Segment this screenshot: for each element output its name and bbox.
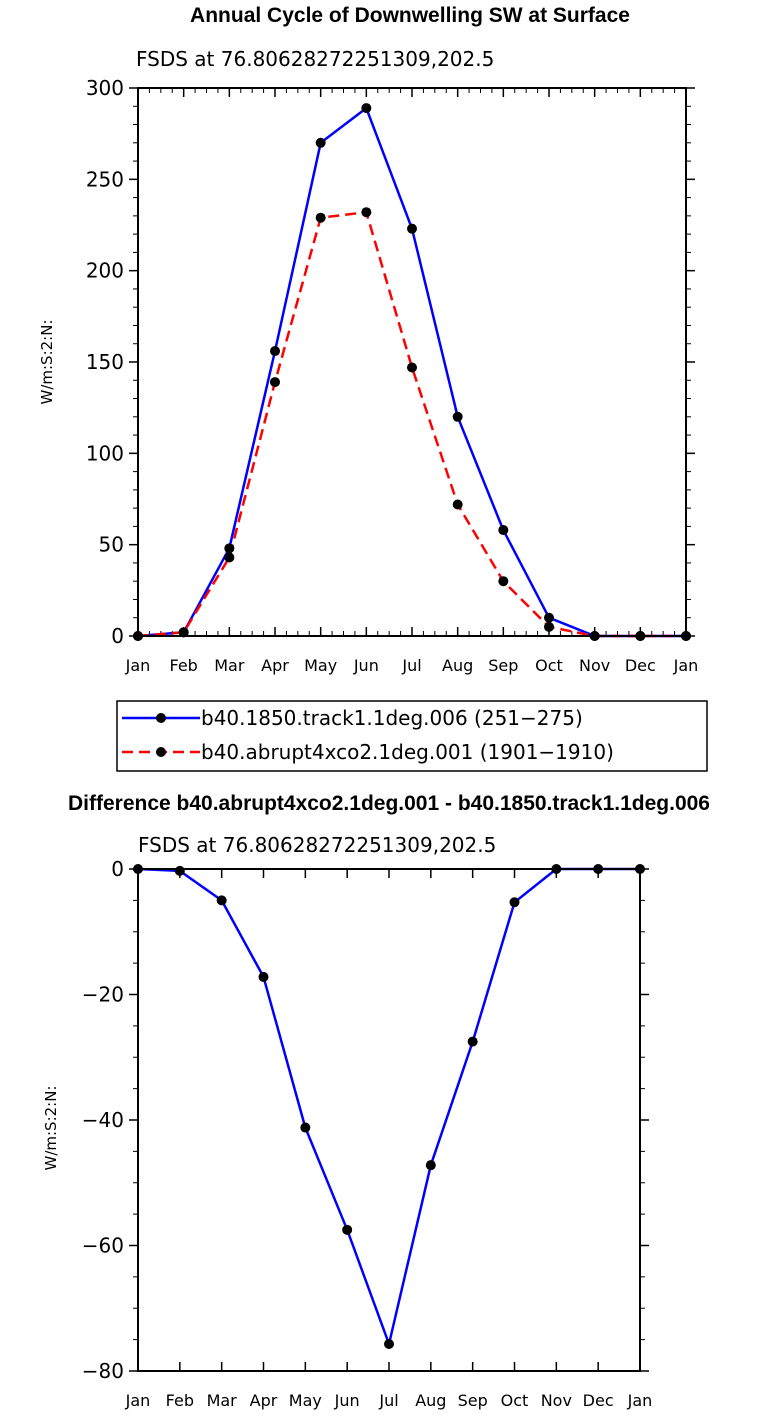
- chart-1-x-tick-label: Jan: [673, 656, 699, 675]
- chart-1-title: Annual Cycle of Downwelling SW at Surfac…: [190, 4, 630, 27]
- chart-2-title: Difference b40.abrupt4xco2.1deg.001 - b4…: [68, 792, 710, 815]
- chart-1-series-2-line: [137, 210, 686, 638]
- chart-1-x-tick-label: Jan: [125, 656, 151, 675]
- chart-2-series-1-point: [216, 895, 227, 906]
- chart-2-y-tick-label: −40: [82, 1108, 124, 1132]
- chart-1-series-1-point: [315, 137, 326, 148]
- chart-2-series-1-point: [342, 1224, 353, 1235]
- chart-2-x-tick-label: Apr: [250, 1391, 278, 1410]
- chart-1-series-1-point: [498, 525, 509, 536]
- chart-2-x-tick-label: Jun: [334, 1391, 360, 1410]
- chart-1-series-2-point: [544, 621, 554, 632]
- chart-2-x-tick-label: Oct: [501, 1391, 529, 1410]
- chart-1-y-tick-label: 100: [86, 441, 124, 465]
- chart-2-series-1-point: [384, 1339, 394, 1350]
- chart-1-y-tick-label: 50: [99, 533, 124, 557]
- chart-1-subtitle: FSDS at 76.80628272251309,202.5: [136, 47, 494, 71]
- chart-2-x-tick-label: Feb: [166, 1391, 194, 1410]
- chart-1-x-tick-label: Nov: [579, 656, 610, 675]
- chart-1-y-tick-label: 0: [111, 624, 124, 648]
- chart-2-x-tick-label: Aug: [415, 1391, 446, 1410]
- chart-1-series-1-point: [544, 612, 554, 623]
- chart-1-x-tick-label: Sep: [488, 656, 518, 675]
- chart-1-tick-labels: Jan Feb Mar Apr May Jun Jul Aug Sep Oct Nov Dec Jan0…: [86, 76, 699, 675]
- chart-1-series-1-point: [270, 346, 280, 357]
- chart-1-series-1-point: [407, 223, 417, 234]
- chart-2-series-1-point: [425, 1160, 436, 1171]
- chart-1-series-2-point: [270, 377, 280, 388]
- chart-2-series: [133, 864, 645, 1350]
- chart-2-x-tick-label: Jan: [627, 1391, 653, 1410]
- chart-2-series-1-point: [300, 1122, 311, 1133]
- chart-2-series-1-point: [258, 971, 269, 982]
- chart-2-y-tick-label: −80: [82, 1359, 124, 1383]
- chart-1-x-tick-label: Dec: [625, 656, 656, 675]
- chart-1-series-2-point: [178, 627, 189, 638]
- chart-2-series-1-line: [137, 867, 640, 1346]
- chart-1-series-2-point: [452, 499, 463, 510]
- chart-2-y-tick-label: −60: [82, 1234, 124, 1258]
- chart-2-x-tick-label: Jul: [378, 1391, 398, 1410]
- legend-marker-series-2: [156, 747, 166, 757]
- legend: b40.1850.track1.1deg.006 (251−275) b40.a…: [116, 700, 708, 772]
- chart-1: Annual Cycle of Downwelling SW at Surfac…: [38, 4, 698, 675]
- chart-1-y-tick-label: 150: [86, 350, 124, 374]
- chart-2-y-tick-label: 0: [111, 857, 124, 881]
- chart-1-x-tick-label: Oct: [535, 656, 563, 675]
- legend-marker-series-1: [156, 713, 166, 723]
- chart-1-x-tick-label: Aug: [442, 656, 473, 675]
- chart-1-x-tick-label: Jun: [353, 656, 379, 675]
- chart-2-subtitle: FSDS at 76.80628272251309,202.5: [138, 833, 496, 857]
- chart-1-series-2-point: [361, 207, 372, 218]
- chart-1-series-2-point: [315, 212, 326, 223]
- chart-2-x-tick-label: May: [289, 1391, 322, 1410]
- chart-1-series-2-point: [224, 552, 235, 563]
- chart-2-x-tick-label: Jan: [125, 1391, 151, 1410]
- chart-1-x-tick-label: Feb: [170, 656, 198, 675]
- chart-2-y-tick-label: −20: [82, 983, 124, 1007]
- chart-2-axes: [129, 868, 649, 1372]
- chart-1-y-tick-label: 300: [86, 76, 124, 100]
- chart-1-axes: [129, 87, 695, 637]
- chart-2-x-tick-label: Mar: [207, 1391, 238, 1410]
- chart-2-x-tick-label: Nov: [541, 1391, 572, 1410]
- chart-2-x-tick-label: Sep: [458, 1391, 488, 1410]
- chart-1-series-2-point: [407, 362, 417, 373]
- chart-1-x-tick-label: Apr: [261, 656, 289, 675]
- chart-2-series-1-point: [509, 897, 520, 908]
- chart-1-series-1-point: [224, 543, 235, 554]
- chart-1-ylabel: W/m:S:2:N:: [38, 320, 56, 405]
- chart-2-series-1-point: [174, 865, 185, 876]
- chart-1-y-tick-label: 200: [86, 259, 124, 283]
- chart-2-ylabel: W/m:S:2:N:: [42, 1086, 60, 1171]
- chart-1-x-tick-label: Jul: [401, 656, 421, 675]
- legend-box: [116, 700, 708, 772]
- chart-1-series-2-point: [498, 576, 509, 587]
- chart-1-series-1-point: [452, 411, 463, 422]
- chart-1-series-1-point: [361, 103, 372, 114]
- chart-2-plot-frame: [137, 868, 641, 1372]
- legend-label-series-1: b40.1850.track1.1deg.006 (251−275): [201, 706, 583, 730]
- chart-2-x-tick-label: Dec: [583, 1391, 614, 1410]
- chart-1-x-tick-label: May: [304, 656, 337, 675]
- chart-1-y-tick-label: 250: [86, 167, 124, 191]
- chart-2: Difference b40.abrupt4xco2.1deg.001 - b4…: [42, 792, 710, 1410]
- legend-label-series-2: b40.abrupt4xco2.1deg.001 (1901−1910): [201, 740, 614, 764]
- chart-1-series: [133, 103, 691, 641]
- chart-2-series-1-point: [467, 1036, 478, 1047]
- chart-1-x-tick-label: Mar: [214, 656, 245, 675]
- chart-1-plot-frame: [137, 87, 687, 637]
- chart-2-tick-labels: Jan Feb Mar Apr May Jun Jul Aug Sep Oct Nov Dec Jan−…: [82, 857, 653, 1410]
